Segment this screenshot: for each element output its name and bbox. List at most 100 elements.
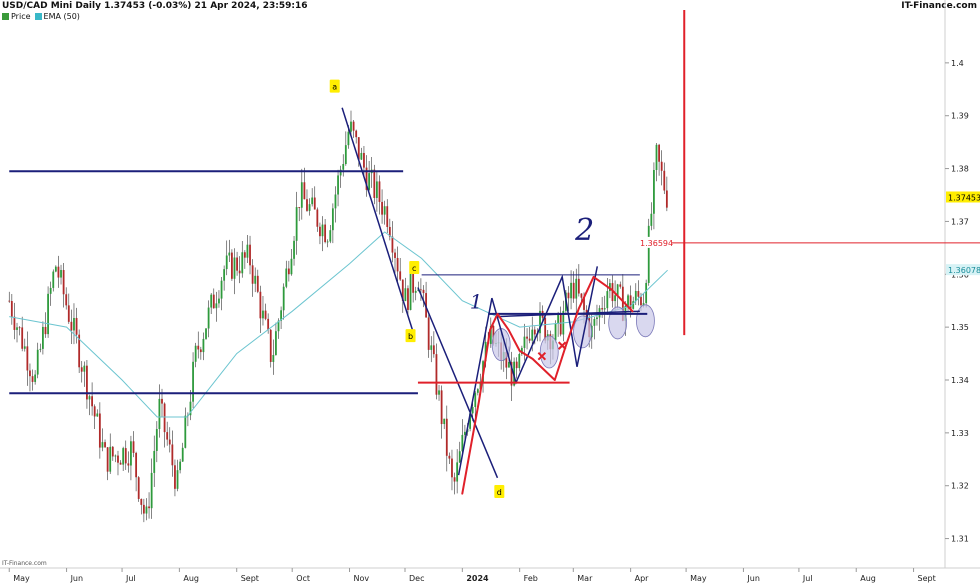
- candle-body: [409, 273, 412, 310]
- candle-body: [163, 403, 166, 433]
- candle-body: [378, 181, 381, 202]
- candle-body: [363, 152, 365, 168]
- candle-body: [44, 326, 47, 335]
- candle-body: [580, 293, 583, 298]
- x-tick-label: Oct: [296, 574, 310, 583]
- candle-body: [632, 301, 635, 309]
- candle-body: [357, 137, 360, 160]
- candle-body: [137, 477, 140, 499]
- candle-body: [627, 295, 629, 306]
- x-tick-label: Dec: [409, 574, 424, 583]
- candle-body: [280, 310, 282, 321]
- candle-body: [396, 257, 399, 272]
- candle-body: [420, 289, 422, 291]
- candle-body: [474, 392, 477, 407]
- wave-label-a: a: [332, 83, 337, 92]
- candle-body: [528, 338, 531, 341]
- candle-body: [111, 446, 114, 457]
- candle-body: [249, 244, 251, 266]
- candle-body: [158, 398, 161, 430]
- ema-50-line: [9, 231, 668, 418]
- candle-body: [510, 361, 513, 386]
- red-x-mark-icon: [537, 352, 547, 361]
- legend-price-label: Price: [11, 12, 31, 21]
- candle-body: [83, 365, 86, 372]
- candle-body: [290, 258, 293, 275]
- candle-body: [518, 354, 521, 369]
- candle-body: [368, 173, 371, 190]
- ema-swatch-icon: [34, 13, 42, 20]
- candle-body: [313, 197, 316, 210]
- candle-body: [233, 257, 236, 279]
- candle-body: [319, 226, 321, 237]
- candle-body: [388, 226, 391, 237]
- candle-body: [174, 465, 176, 489]
- candle-body: [161, 398, 163, 404]
- legend-price[interactable]: Price: [2, 12, 31, 21]
- candle-body: [199, 349, 202, 353]
- candle-body: [572, 282, 575, 299]
- candle-body: [603, 308, 606, 310]
- candle-body: [360, 152, 363, 160]
- candle-body: [642, 303, 645, 306]
- candle-body: [461, 434, 464, 452]
- candle-body: [337, 175, 339, 195]
- candle-body: [316, 209, 319, 227]
- candle-body: [10, 301, 13, 317]
- candle-body: [13, 316, 16, 330]
- candle-body: [67, 305, 70, 322]
- candle-body: [570, 282, 572, 299]
- brand-logo-text: IT-Finance.com: [901, 1, 977, 11]
- candle-body: [243, 252, 246, 258]
- y-tick-label: 1.35: [951, 323, 969, 332]
- candle-body: [427, 317, 430, 350]
- candle-body: [142, 504, 145, 514]
- candle-body: [300, 182, 303, 208]
- candle-body: [438, 390, 440, 395]
- y-tick-label: 1.31: [951, 535, 969, 544]
- x-tick-label: 2024: [466, 574, 489, 583]
- x-tick-label: May: [13, 574, 30, 583]
- candle-body: [26, 346, 29, 371]
- candle-body: [401, 279, 404, 302]
- candle-body: [531, 329, 534, 341]
- pattern-ellipse: [636, 304, 655, 338]
- candle-body: [223, 269, 226, 281]
- candle-body: [653, 169, 655, 214]
- candle-body: [114, 455, 117, 457]
- candle-body: [399, 271, 402, 280]
- candle-body: [285, 268, 288, 287]
- candle-body: [394, 252, 396, 258]
- candle-body: [593, 318, 596, 326]
- candle-body: [70, 321, 73, 331]
- candle-body: [430, 345, 433, 350]
- x-tick-label: Aug: [860, 574, 876, 583]
- x-tick-label: May: [690, 574, 707, 583]
- price-tag-ema: 1.36078: [948, 266, 980, 275]
- candle-body: [373, 169, 376, 198]
- candle-body: [440, 390, 443, 425]
- chart-legend: Price EMA (50): [2, 12, 80, 21]
- candle-body: [383, 206, 386, 215]
- candle-body: [60, 270, 62, 278]
- x-tick-label: Apr: [635, 574, 650, 583]
- candle-body: [91, 396, 93, 407]
- candle-body: [117, 455, 119, 463]
- candle-body: [150, 472, 153, 509]
- candle-body: [616, 284, 619, 296]
- candle-body: [350, 121, 352, 132]
- candle-body: [145, 506, 148, 514]
- price-swatch-icon: [2, 13, 9, 20]
- wave-label-box: [405, 329, 416, 343]
- candle-body: [471, 406, 474, 414]
- candle-body: [73, 317, 75, 331]
- candle-body: [132, 441, 135, 453]
- candle-body: [127, 463, 130, 466]
- candle-body: [96, 413, 99, 417]
- candle-body: [166, 432, 169, 440]
- candle-body: [272, 354, 275, 362]
- legend-ema[interactable]: EMA (50): [34, 12, 80, 21]
- candle-body: [119, 462, 122, 465]
- candle-body: [443, 418, 446, 425]
